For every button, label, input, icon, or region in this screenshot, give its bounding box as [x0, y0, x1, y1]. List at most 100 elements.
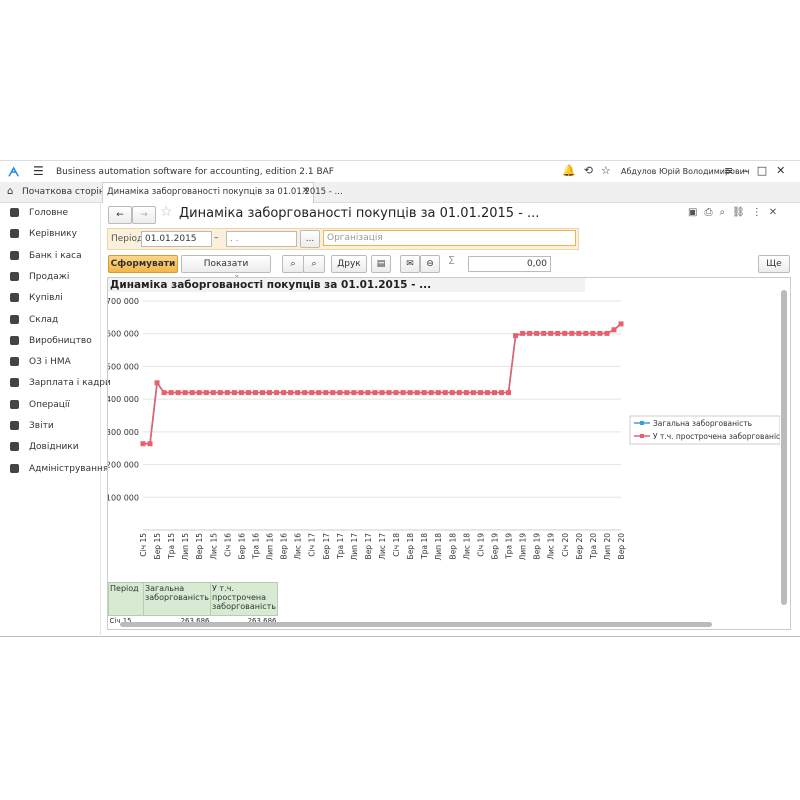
generate-button[interactable]: Сформувати	[108, 255, 178, 273]
table-cell: Січ 15	[109, 617, 132, 625]
marker	[449, 390, 455, 396]
menu-item[interactable]: Зарплата і кадри	[29, 378, 111, 389]
menu-icon	[10, 229, 19, 239]
marker	[562, 330, 568, 336]
menu-item[interactable]: Керівнику	[29, 229, 77, 240]
menu-icon	[10, 335, 19, 345]
x-tick-label: Вер 17	[364, 533, 373, 560]
preview-button[interactable]: ▤	[371, 255, 391, 273]
marker	[421, 390, 427, 396]
marker	[274, 390, 280, 396]
options-button[interactable]: ⊖	[420, 255, 440, 273]
x-tick-label: Бер 15	[153, 533, 162, 560]
marker	[534, 330, 540, 336]
find-button[interactable]: ⌕	[282, 255, 304, 273]
x-tick-label: Січ 15	[139, 533, 148, 557]
series-line	[143, 323, 622, 445]
date-from[interactable]: 01.01.2015	[141, 231, 212, 247]
period-picker[interactable]: ...	[300, 230, 320, 248]
table-cell: 263 686	[180, 617, 210, 625]
menu-item[interactable]: ОЗ і НМА	[29, 357, 71, 368]
menu-item[interactable]: Склад	[29, 314, 59, 325]
tab[interactable]: Початкова сторінка	[22, 187, 116, 197]
marker	[569, 330, 575, 336]
marker	[484, 390, 490, 396]
x-tick-label: Лип 20	[603, 533, 612, 561]
legend-marker	[640, 421, 644, 425]
logo[interactable]: ᗅ	[8, 165, 20, 179]
x-tick-label: Вер 19	[533, 533, 542, 560]
window-controls[interactable]: ≡–□✕	[724, 164, 795, 177]
home-icon[interactable]: ⌂	[7, 186, 14, 197]
menu-item[interactable]: Операції	[29, 399, 70, 410]
marker	[513, 333, 519, 339]
x-tick-label: Лип 19	[519, 533, 528, 561]
find-cancel-button[interactable]: ⌕	[303, 255, 325, 273]
marker	[182, 390, 188, 396]
settings-button[interactable]: Показати настройки	[181, 255, 271, 285]
chart: 100 000 200 000 300 000 400 000 500 000 600 0…	[108, 297, 780, 561]
x-tick-label: Лип 16	[266, 533, 275, 561]
date-separator: –	[214, 233, 219, 243]
marker	[189, 390, 195, 396]
menu-item[interactable]: Звіти	[29, 421, 54, 431]
table-header: У т.ч. прострочена заборгованість	[210, 582, 279, 616]
y-tick-label: 700 000	[108, 297, 139, 306]
organization-field[interactable]: Організація	[323, 230, 576, 246]
form-title: Динаміка заборгованості покупців за 01.0…	[179, 206, 540, 221]
more-button[interactable]: Ще	[758, 255, 790, 273]
back-button[interactable]: ←	[108, 206, 132, 224]
marker	[224, 390, 230, 396]
menu-icon	[10, 293, 19, 303]
tab-close[interactable]: ✕	[302, 186, 310, 196]
menu-item[interactable]: Продажі	[29, 271, 70, 282]
menu-icon[interactable]: ☰	[33, 164, 44, 178]
print-button[interactable]: Друк	[331, 255, 367, 273]
menu-icon	[10, 378, 19, 388]
x-tick-label: Вер 16	[280, 533, 289, 560]
horizontal-scrollbar[interactable]	[120, 622, 712, 627]
date-to[interactable]: . .	[226, 231, 297, 247]
marker	[548, 330, 554, 336]
active-tab[interactable]	[102, 182, 314, 203]
toolbar-icons[interactable]: 🔔⟲☆	[562, 164, 619, 177]
forward-button[interactable]: →	[132, 206, 156, 224]
menu-item[interactable]: Головне	[29, 208, 68, 218]
marker	[618, 321, 624, 327]
menu-item[interactable]: Адміністрування	[29, 463, 109, 474]
vertical-scrollbar[interactable]	[781, 290, 787, 605]
marker	[358, 390, 364, 396]
x-tick-label: Лис 16	[294, 533, 303, 560]
menu-item[interactable]: Банк і каса	[29, 250, 82, 261]
x-tick-label: Вер 15	[195, 533, 204, 560]
x-tick-label: Бер 17	[322, 533, 331, 560]
favorite-star[interactable]: ☆	[160, 204, 173, 220]
menu-icon	[10, 463, 19, 473]
x-tick-label: Бер 20	[575, 533, 584, 560]
marker	[175, 390, 181, 396]
table-header: Загальна заборгованість	[142, 582, 212, 616]
sum-field: 0,00	[468, 256, 551, 272]
report-table: Період Загальна заборгованість У т.ч. пр…	[108, 582, 279, 626]
form-icons[interactable]: ▣⎙⌕⛓⋮✕	[688, 207, 785, 218]
user-name[interactable]: Абдулов Юрій Володимирович	[621, 167, 750, 176]
series-line	[143, 323, 622, 445]
marker	[477, 390, 483, 396]
x-tick-label: Бер 18	[406, 533, 415, 560]
menu-item[interactable]: Купівлі	[29, 293, 63, 304]
marker	[555, 330, 561, 336]
menu-item[interactable]: Довідники	[29, 442, 79, 453]
marker	[309, 390, 315, 396]
marker	[365, 390, 371, 396]
marker	[140, 441, 146, 447]
menu-item[interactable]: Виробництво	[29, 335, 92, 346]
mail-button[interactable]: ✉	[400, 255, 420, 273]
period-label: Період:	[111, 234, 147, 244]
x-tick-label: Січ 19	[476, 533, 485, 557]
marker	[506, 390, 512, 396]
marker	[576, 330, 582, 336]
marker	[414, 390, 420, 396]
tab[interactable]: Динаміка заборгованості покупців за 01.0…	[107, 187, 343, 197]
x-tick-label: Лип 18	[434, 533, 443, 561]
menu-icon	[10, 399, 19, 409]
